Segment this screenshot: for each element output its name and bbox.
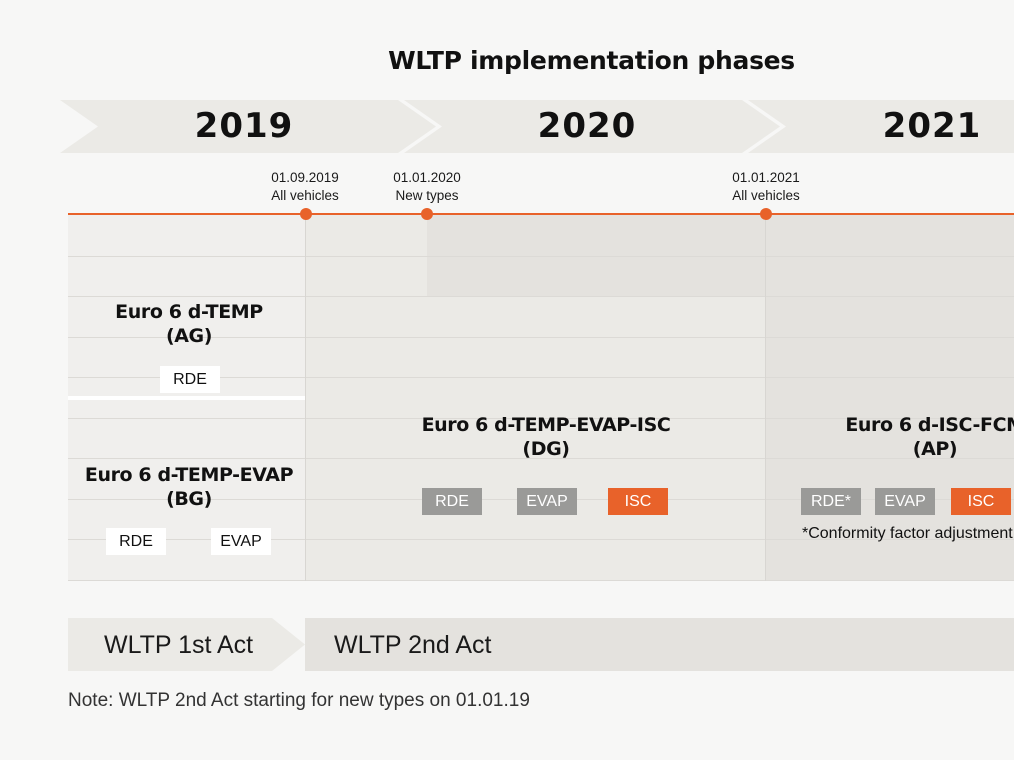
milestone-label: 01.01.2020 New types xyxy=(367,169,487,205)
block-bg-name: Euro 6 d-TEMP-EVAP xyxy=(84,464,294,486)
milestone-dot xyxy=(760,208,772,220)
block-ag-code: (AG) xyxy=(165,325,213,347)
chevron-2020 xyxy=(404,100,780,153)
milestone-date: 01.01.2021 xyxy=(732,170,800,185)
tag-rde: RDE xyxy=(106,528,166,555)
milestone-scope: All vehicles xyxy=(271,188,339,203)
act2-label: WLTP 2nd Act xyxy=(334,631,492,659)
tag-rde: RDE xyxy=(422,488,482,515)
act1-chevron xyxy=(68,618,305,671)
acts-row xyxy=(68,618,1014,671)
block-ap-clip: Euro 6 d-ISC-FCM (AP) RDE* EVAP ISC *Con… xyxy=(765,400,1014,560)
note-text: Note: WLTP 2nd Act starting for new type… xyxy=(68,690,530,711)
divider-2021 xyxy=(765,215,766,581)
grid-line xyxy=(68,377,1014,378)
act2-bar xyxy=(305,618,1014,671)
grid-line xyxy=(68,256,1014,257)
grid-line xyxy=(68,580,1014,581)
milestone-scope: All vehicles xyxy=(732,188,800,203)
milestone-dot xyxy=(421,208,433,220)
milestone-date: 01.09.2019 xyxy=(271,170,339,185)
year-label-2021: 2021 xyxy=(882,106,982,146)
zone-ap xyxy=(765,215,1014,581)
act1-label: WLTP 1st Act xyxy=(104,631,254,659)
block-ag-title: Euro 6 d-TEMP (AG) xyxy=(68,300,310,348)
block-dg-name: Euro 6 d-TEMP-EVAP-ISC xyxy=(421,414,671,436)
block-dg-title: Euro 6 d-TEMP-EVAP-ISC (DG) xyxy=(386,413,706,461)
grid-line xyxy=(68,296,1014,297)
chevron-2019 xyxy=(60,100,436,153)
tag-rde: RDE xyxy=(160,366,220,393)
tag-evap: EVAP xyxy=(875,488,935,515)
milestone-date: 01.01.2020 xyxy=(393,170,461,185)
grid-line xyxy=(68,458,1014,459)
milestone-scope: New types xyxy=(395,188,459,203)
milestone-dot xyxy=(300,208,312,220)
year-label-2019: 2019 xyxy=(194,106,294,146)
diagram-title: WLTP implementation phases xyxy=(388,46,795,75)
tag-rde-star: RDE* xyxy=(801,488,861,515)
block-bg-title: Euro 6 d-TEMP-EVAP (BG) xyxy=(68,463,310,511)
block-ap-name: Euro 6 d-ISC-FCM xyxy=(845,414,1014,436)
year-label-2020: 2020 xyxy=(537,106,637,146)
ap-footnote: *Conformity factor adjustment xyxy=(802,525,1013,542)
tag-isc: ISC xyxy=(951,488,1011,515)
year-chevron-row xyxy=(0,100,1014,153)
tag-isc: ISC xyxy=(608,488,668,515)
tag-evap: EVAP xyxy=(211,528,271,555)
milestone-label: 01.09.2019 All vehicles xyxy=(245,169,365,205)
grid-line xyxy=(68,337,1014,338)
ag-bg-separator xyxy=(68,396,305,400)
block-ap-title: Euro 6 d-ISC-FCM (AP) xyxy=(775,413,1014,461)
grid-line xyxy=(68,539,1014,540)
grid-line xyxy=(68,418,1014,419)
block-dg-code: (DG) xyxy=(522,438,570,460)
block-ap-code: (AP) xyxy=(912,438,958,460)
block-bg-code: (BG) xyxy=(166,488,212,510)
divider-2019 xyxy=(305,215,306,581)
block-ag-name: Euro 6 d-TEMP xyxy=(115,301,263,323)
milestone-label: 01.01.2021 All vehicles xyxy=(706,169,826,205)
timeline-line xyxy=(68,213,1014,215)
tag-evap: EVAP xyxy=(517,488,577,515)
chevron-2021 xyxy=(748,100,1014,153)
